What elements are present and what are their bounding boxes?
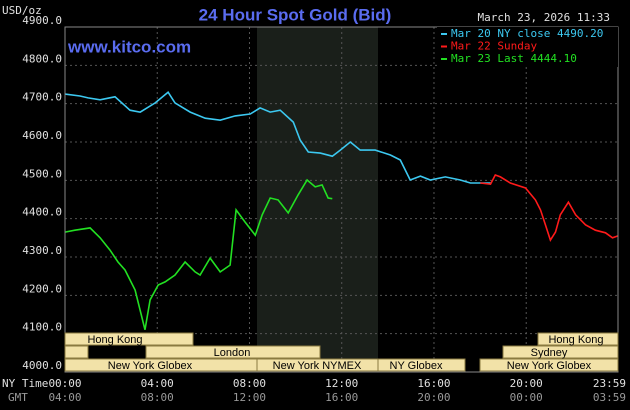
source: www.kitco.com [67, 37, 191, 56]
lines [64, 91, 619, 330]
y-tick-label: 4300.0 [22, 244, 62, 257]
gmt-tick-label: 20:00 [417, 391, 450, 404]
session-box [377, 358, 466, 372]
gmt-tick-label: 16:00 [325, 391, 358, 404]
session-label: Hong Kong [87, 334, 142, 346]
session-box [502, 345, 619, 359]
x-tick-label: 20:00 [510, 377, 543, 390]
session-label: New York Globex [507, 360, 592, 372]
session-label: New York NYMEX [273, 360, 362, 372]
y-tick-label: 4000.0 [22, 359, 62, 372]
x-ticks: 00:0004:0004:0008:0008:0012:0012:0016:00… [48, 377, 626, 404]
y-tick-label: 4700.0 [22, 91, 62, 104]
session-label: New York Globex [108, 360, 193, 372]
series-line [480, 174, 619, 242]
x-tick-label: 23:59 [593, 377, 626, 390]
session-box [537, 332, 619, 346]
session-box [145, 345, 321, 359]
gmt-tick-label: 08:00 [141, 391, 174, 404]
y-tick-label: 4500.0 [22, 167, 62, 180]
x-axis-label: NY Time [2, 377, 48, 390]
session-box [64, 332, 194, 346]
legend-box [437, 27, 618, 67]
x-tick-label: 12:00 [325, 377, 358, 390]
legend-label: Mar 20 NY close 4490.20 [451, 27, 603, 40]
timestamp: March 23, 2026 11:33 [478, 11, 610, 24]
x-tick-label: 16:00 [417, 377, 450, 390]
x2-axis-label: GMT [8, 391, 28, 404]
y-axis-label: USD/oz [2, 4, 42, 17]
chart-title: 24 Hour Spot Gold (Bid) [199, 5, 392, 24]
y-tick-label: 4600.0 [22, 129, 62, 142]
session-label: London [214, 347, 251, 359]
y-tick-label: 4900.0 [22, 14, 62, 27]
plot-frame [64, 26, 619, 373]
session-box [64, 345, 89, 359]
sessions: Hong Kong London New York Globex New Yor… [64, 332, 619, 372]
gmt-tick-label: 12:00 [233, 391, 266, 404]
x-tick-label: 08:00 [233, 377, 266, 390]
gmt-tick-label: 00:00 [510, 391, 543, 404]
y-tick-label: 4400.0 [22, 206, 62, 219]
gmt-tick-label: 04:00 [48, 391, 81, 404]
legend-label: Mar 22 Sunday [451, 40, 537, 53]
session-label: Sydney [531, 347, 568, 359]
gmt-tick-label: 03:59 [593, 391, 626, 404]
session-label: NY Globex [390, 360, 443, 372]
series-line [64, 91, 491, 184]
y-tick-label: 4200.0 [22, 282, 62, 295]
y-tick-label: 4100.0 [22, 321, 62, 334]
session-label: Hong Kong [548, 334, 603, 346]
session-box [479, 358, 619, 372]
legend-label: Mar 23 Last 4444.10 [451, 52, 577, 65]
series-line [64, 178, 333, 330]
x-tick-label: 04:00 [141, 377, 174, 390]
y-tick-label: 4800.0 [22, 52, 62, 65]
x-tick-label: 00:00 [48, 377, 81, 390]
